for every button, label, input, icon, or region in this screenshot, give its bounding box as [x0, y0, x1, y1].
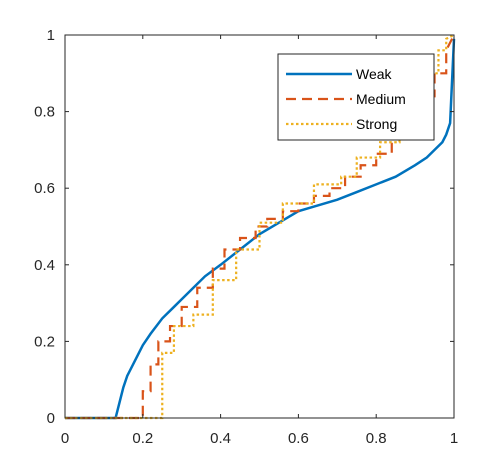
legend-box: [277, 53, 435, 141]
y-tick-label: 0.2: [34, 333, 55, 350]
x-tick-label: 0: [61, 430, 69, 447]
y-tick-label: 0.4: [34, 257, 55, 274]
x-tick-label: 0.2: [132, 430, 153, 447]
x-tick-label: 0.4: [210, 430, 231, 447]
x-tick-label: 0.6: [288, 430, 309, 447]
legend-items: Weak Medium Strong: [286, 66, 406, 132]
legend: Weak Medium Strong: [277, 53, 435, 141]
legend-label-strong: Strong: [356, 116, 397, 132]
y-tick-label: 0: [47, 410, 55, 427]
ticks-layer: 0 0.2 0.4 0.6 0.8 1 0 0.2 0.4 0.6 0.8 1: [34, 27, 458, 447]
x-tick-label: 1: [450, 430, 458, 447]
series-line-weak: [65, 38, 456, 420]
y-tick-label: 0.8: [34, 104, 55, 121]
legend-label-medium: Medium: [356, 91, 406, 107]
y-tick-label: 0.6: [34, 180, 55, 197]
legend-label-weak: Weak: [356, 66, 393, 82]
y-tick-label: 1: [47, 27, 55, 44]
series-line-strong: [65, 34, 455, 420]
x-tick-label: 0.8: [366, 430, 387, 447]
axes-box: [64, 34, 455, 419]
